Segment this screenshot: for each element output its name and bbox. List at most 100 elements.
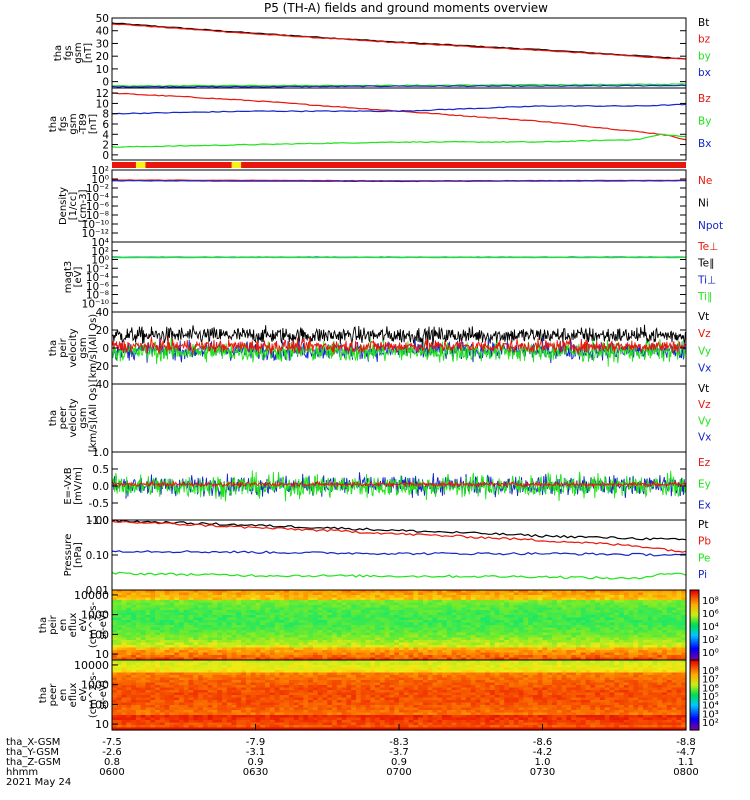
- spectrogram-cell: [370, 600, 376, 604]
- spectrogram-cell: [638, 660, 644, 664]
- spectrogram-cell: [288, 682, 295, 686]
- spectrogram-cell: [513, 657, 520, 661]
- spectrogram-cell: [288, 607, 295, 611]
- spectrogram-cell: [169, 592, 175, 596]
- spectrogram-cell: [480, 627, 486, 631]
- spectrogram-cell: [389, 672, 395, 676]
- spectrogram-cell: [681, 637, 687, 641]
- spectrogram-cell: [427, 652, 434, 656]
- spectrogram-cell: [389, 622, 395, 626]
- spectrogram-cell: [408, 602, 414, 606]
- spectrogram-cell: [155, 680, 161, 684]
- spectrogram-cell: [355, 667, 362, 671]
- spectrogram-cell: [140, 645, 147, 649]
- spectrogram-cell: [604, 645, 611, 649]
- spectrogram-cell: [604, 632, 611, 636]
- spectrogram-cell: [112, 612, 118, 616]
- spectrogram-cell: [614, 610, 620, 614]
- spectrogram-cell: [595, 630, 601, 634]
- spectrogram-cell: [599, 645, 606, 649]
- spectrogram-cell: [399, 612, 405, 616]
- spectrogram-cell: [418, 637, 424, 641]
- spectrogram-cell: [609, 672, 615, 676]
- spectrogram-cell: [595, 595, 601, 599]
- spectrogram-cell: [609, 595, 615, 599]
- spectrogram-cell: [332, 680, 338, 684]
- spectrogram-cell: [217, 685, 223, 689]
- spectrogram-cell: [212, 600, 218, 604]
- spectrogram-cell: [159, 612, 166, 616]
- spectrogram-cell: [523, 680, 529, 684]
- spectrogram-cell: [614, 615, 620, 619]
- spectrogram-cell: [394, 615, 400, 619]
- spectrogram-cell: [427, 632, 434, 636]
- spectrogram-cell: [269, 615, 276, 619]
- spectrogram-cell: [212, 595, 218, 599]
- spectrogram-cell: [523, 592, 529, 596]
- spectrogram-cell: [590, 667, 596, 671]
- spectrogram-cell: [236, 640, 242, 644]
- spectrogram-cell: [236, 635, 242, 639]
- spectrogram-cell: [269, 662, 276, 666]
- spectrogram-cell: [623, 640, 630, 644]
- spectrogram-cell: [389, 592, 395, 596]
- spectrogram-cell: [135, 597, 142, 601]
- spectrogram-cell: [131, 687, 137, 691]
- spectrogram-cell: [585, 645, 591, 649]
- spectrogram-cell: [609, 677, 615, 681]
- spectrogram-cell: [389, 670, 395, 674]
- spectrogram-cell: [245, 685, 252, 689]
- spectrogram-cell: [509, 632, 515, 636]
- spectrogram-cell: [470, 647, 477, 651]
- spectrogram-cell: [346, 642, 352, 646]
- spectrogram-cell: [446, 607, 453, 611]
- spectrogram-cell: [408, 645, 414, 649]
- spectrogram-cell: [389, 675, 395, 679]
- spectrogram-cell: [202, 682, 209, 686]
- spectrogram-cell: [523, 607, 529, 611]
- spectrogram-cell: [370, 605, 376, 609]
- spectrogram-cell: [384, 605, 391, 609]
- spectrogram-cell: [599, 682, 606, 686]
- spectrogram-cell: [245, 660, 252, 664]
- spectrogram-cell: [159, 677, 166, 681]
- spectrogram-cell: [217, 607, 223, 611]
- spectrogram-cell: [681, 660, 687, 664]
- spectrogram-cell: [241, 600, 247, 604]
- spectrogram-cell: [355, 660, 362, 664]
- spectrogram-cell: [595, 592, 601, 596]
- spectrogram-cell: [413, 615, 419, 619]
- spectrogram-cell: [150, 642, 156, 646]
- colorbar-cell: [690, 602, 699, 605]
- spectrogram-cell: [485, 597, 491, 601]
- spectrogram-cell: [465, 610, 472, 614]
- spectrogram-cell: [341, 672, 347, 676]
- spectrogram-cell: [628, 682, 634, 686]
- spectrogram-cell: [528, 590, 534, 594]
- spectrogram-cell: [489, 612, 496, 616]
- spectrogram-cell: [628, 610, 634, 614]
- spectrogram-cell: [245, 620, 252, 624]
- y-tick-label: -0.5: [89, 498, 110, 510]
- spectrogram-cell: [437, 622, 443, 626]
- spectrogram-cell: [590, 622, 596, 626]
- spectrogram-cell: [202, 635, 209, 639]
- spectrogram-cell: [217, 615, 223, 619]
- spectrogram-cell: [159, 610, 166, 614]
- spectrogram-cell: [183, 612, 190, 616]
- spectrogram-cell: [666, 665, 673, 669]
- spectrogram-cell: [585, 672, 591, 676]
- spectrogram-cell: [590, 685, 596, 689]
- spectrogram-cell: [532, 670, 539, 674]
- spectrogram-cell: [126, 685, 132, 689]
- spectrogram-cell: [174, 687, 180, 691]
- spectrogram-cell: [432, 605, 438, 609]
- spectrogram-cell: [351, 622, 357, 626]
- spectrogram-cell: [504, 607, 510, 611]
- spectrogram-cell: [303, 680, 309, 684]
- spectrogram-cell: [518, 592, 524, 596]
- spectrogram-cell: [202, 685, 209, 689]
- y-axis-label: Pressure [nPa]: [63, 534, 84, 577]
- spectrogram-cell: [217, 662, 223, 666]
- spectrogram-cell: [470, 665, 477, 669]
